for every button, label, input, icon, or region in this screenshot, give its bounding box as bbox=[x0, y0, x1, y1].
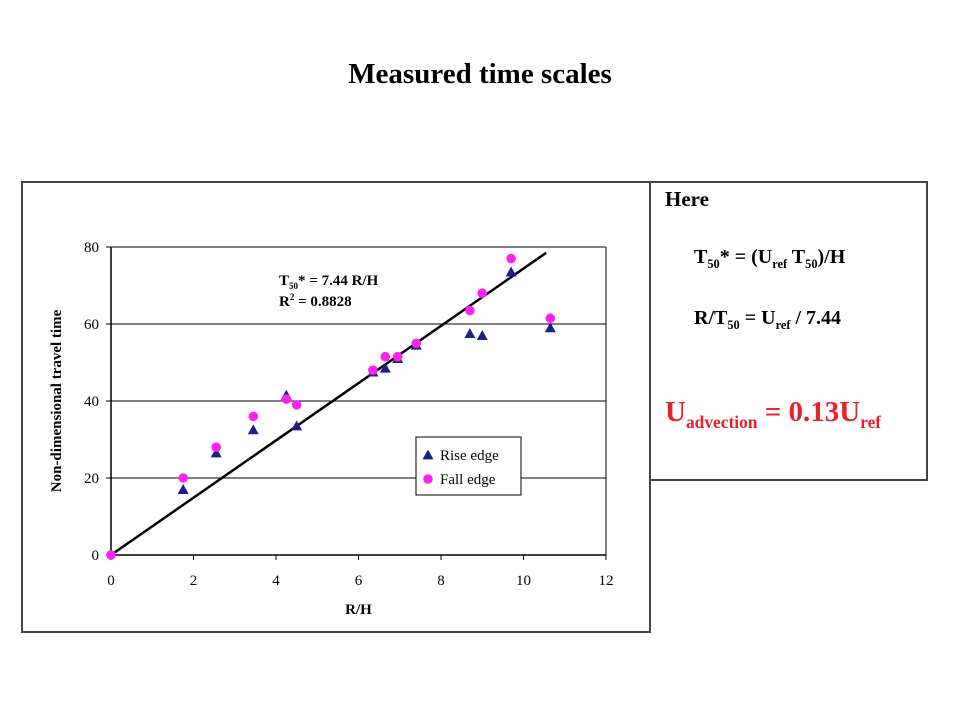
fall-edge-point bbox=[291, 400, 302, 410]
legend-label: Rise edge bbox=[440, 448, 499, 464]
notes-panel: Here T50* = (Uref T50)/H R/T50 = Uref / … bbox=[651, 181, 928, 481]
fall-edge-point bbox=[477, 288, 488, 298]
fall-edge-point bbox=[248, 411, 259, 422]
fall-edge-point bbox=[211, 442, 221, 453]
y-tick-label: 0 bbox=[92, 548, 100, 564]
x-tick-label: 12 bbox=[599, 573, 614, 589]
y-tick-label: 80 bbox=[84, 240, 99, 256]
rise-edge-point bbox=[464, 328, 476, 339]
fall-edge-point bbox=[545, 313, 556, 324]
y-axis-label: Non-dimensional travel time bbox=[49, 309, 65, 492]
r-squared-label: R2 = 0.8828 bbox=[279, 292, 352, 310]
legend-box bbox=[415, 436, 522, 496]
fall-edge-point bbox=[411, 338, 422, 349]
rise-edge-point bbox=[247, 424, 259, 435]
equation-advection: Uadvection = 0.13Uref bbox=[665, 396, 882, 432]
notes-heading: Here bbox=[665, 187, 709, 211]
chart-panel: 0 20 40 60 80 0 2 4 6 8 10 12 R/H Non-dimensional tra… bbox=[21, 181, 651, 633]
legend-rise-marker bbox=[422, 449, 434, 460]
fall-edge-point bbox=[380, 351, 391, 362]
fall-edge-point bbox=[465, 305, 475, 316]
rise-edge-point bbox=[379, 362, 391, 373]
x-tick-label: 10 bbox=[516, 573, 531, 589]
y-tick-label: 60 bbox=[84, 317, 99, 333]
fall-edge-point bbox=[281, 394, 292, 404]
equation-r-over-t50: R/T50 = Uref / 7.44 bbox=[694, 307, 842, 332]
y-tick-label: 40 bbox=[84, 394, 99, 410]
fall-edge-point bbox=[392, 351, 403, 362]
x-tick-label: 4 bbox=[272, 573, 280, 589]
x-tick-label: 2 bbox=[190, 573, 198, 589]
rise-edge-point bbox=[476, 330, 488, 340]
equation-t50: T50* = (Uref T50)/H bbox=[694, 246, 846, 271]
scatter-chart: 0 20 40 60 80 0 2 4 6 8 10 12 R/H Non-dimensional tra… bbox=[49, 240, 614, 618]
rise-edge-point bbox=[544, 322, 556, 333]
fall-edge-point bbox=[106, 550, 116, 560]
y-tick-label: 20 bbox=[84, 471, 99, 487]
fall-edge-point bbox=[506, 253, 516, 264]
x-tick-label: 6 bbox=[355, 573, 363, 589]
rise-edge-point bbox=[210, 447, 222, 458]
x-tick-label: 8 bbox=[437, 573, 445, 589]
fit-line bbox=[110, 251, 547, 557]
x-tick-label: 0 bbox=[107, 573, 115, 589]
x-axis-label: R/H bbox=[345, 602, 372, 618]
fall-edge-point bbox=[178, 473, 188, 483]
rise-edge-point bbox=[505, 266, 517, 277]
slide-title: Measured time scales bbox=[348, 58, 612, 90]
fall-edge-point bbox=[368, 365, 378, 375]
legend-label: Fall edge bbox=[440, 472, 496, 488]
rise-edge-point bbox=[177, 484, 189, 494]
rise-edge-point bbox=[291, 420, 303, 431]
legend-fall-marker bbox=[423, 474, 433, 484]
fit-equation-label: T50* = 7.44 R/H bbox=[279, 273, 379, 291]
